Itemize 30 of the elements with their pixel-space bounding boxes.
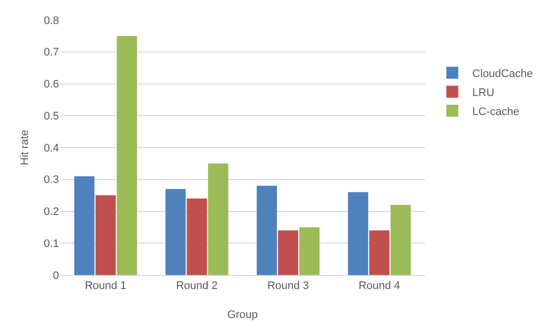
bar xyxy=(74,176,94,275)
bar xyxy=(299,227,320,275)
bar xyxy=(186,198,207,275)
x-tick-label: Round 2 xyxy=(176,280,218,292)
y-tick-label: 0.5 xyxy=(44,110,59,122)
y-tick-label: 0.6 xyxy=(44,78,59,91)
bar xyxy=(278,230,298,275)
bar xyxy=(348,192,368,275)
bar xyxy=(208,163,228,275)
legend-label: LRU xyxy=(472,87,494,100)
y-tick-label: 0.7 xyxy=(44,46,59,59)
bar xyxy=(256,186,277,275)
y-axis-title: Hit rate xyxy=(19,130,31,166)
x-tick-label: Round 4 xyxy=(358,280,400,292)
y-tick-label: 0.1 xyxy=(44,238,59,250)
x-tick-label: Round 1 xyxy=(84,280,126,292)
y-tick-label: 0.8 xyxy=(44,14,59,27)
bar xyxy=(390,204,411,275)
bar xyxy=(165,188,186,275)
bar xyxy=(116,36,138,275)
x-axis-title: Group xyxy=(227,309,258,321)
y-tick-label: 0 xyxy=(52,270,59,282)
legend-label: CloudCache xyxy=(472,68,533,80)
y-tick-label: 0.2 xyxy=(44,206,59,218)
bar xyxy=(369,230,390,275)
bar xyxy=(96,195,116,275)
legend-label: LC-cache xyxy=(472,106,520,118)
x-tick-label: Round 3 xyxy=(267,280,309,292)
y-tick-label: 0.4 xyxy=(44,142,59,154)
y-tick-label: 0.3 xyxy=(44,174,59,186)
